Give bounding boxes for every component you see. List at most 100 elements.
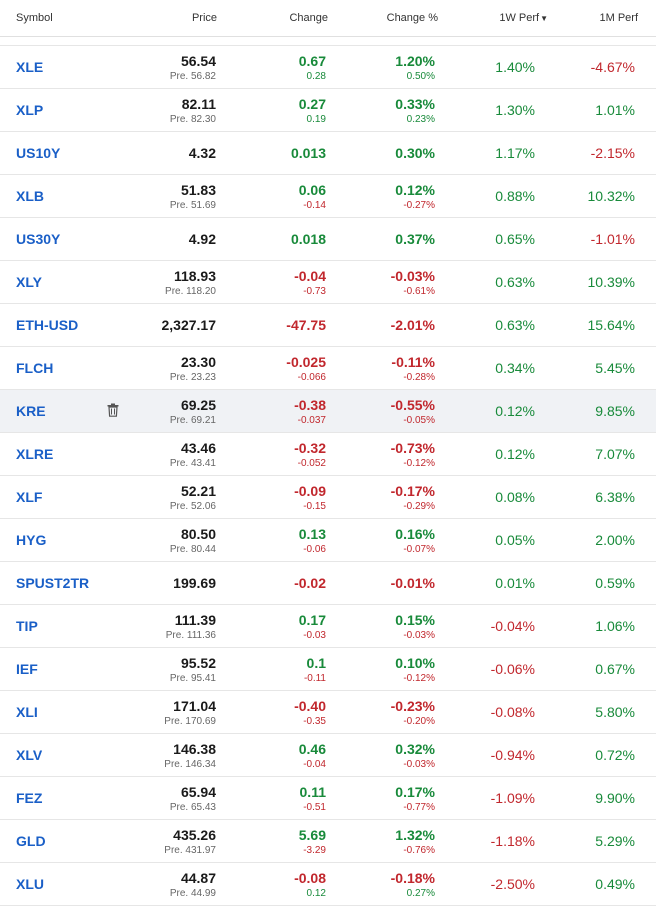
price-cell-sub: Pre. 95.41 bbox=[169, 673, 216, 684]
table-row[interactable]: XLP 82.11 Pre. 82.30 0.27 0.19 0.33% 0.23% 1.30… bbox=[0, 89, 656, 132]
change-pct-cell-value: 0.15% bbox=[395, 612, 435, 628]
table-row[interactable]: XLU 44.87 Pre. 44.99 -0.08 0.12 -0.18% 0.27% -2… bbox=[0, 863, 656, 906]
perf-1w-cell: 1.30% bbox=[425, 89, 535, 131]
price-cell: 56.54 Pre. 56.82 bbox=[106, 46, 216, 88]
change-cell-value: 0.11 bbox=[299, 784, 326, 800]
table-row[interactable]: ETH-USD 2,327.17 -47.75 -2.01% 0.63% 15.64% bbox=[0, 304, 656, 347]
symbol-link[interactable]: SPUST2TR bbox=[16, 575, 90, 591]
change-cell-sub: -0.35 bbox=[303, 716, 326, 727]
symbol-link[interactable]: XLF bbox=[16, 489, 43, 505]
change-cell-value: 0.013 bbox=[290, 145, 326, 161]
symbol-link[interactable]: XLE bbox=[16, 59, 44, 75]
change-pct-cell-value: -0.18% bbox=[390, 870, 435, 886]
perf-1w-cell: -2.50% bbox=[425, 863, 535, 905]
change-cell: 0.11 -0.51 bbox=[216, 777, 326, 819]
table-row[interactable]: XLY 118.93 Pre. 118.20 -0.04 -0.73 -0.03% -0.6… bbox=[0, 261, 656, 304]
table-row[interactable]: XLB 51.83 Pre. 51.69 0.06 -0.14 0.12% -0.27% 0.… bbox=[0, 175, 656, 218]
change-pct-cell-value: 0.33% bbox=[395, 96, 435, 112]
symbol-link[interactable]: HYG bbox=[16, 532, 47, 548]
perf-1m-cell: 2.00% bbox=[525, 519, 635, 561]
header-symbol[interactable]: Symbol bbox=[16, 12, 53, 24]
symbol-link[interactable]: US30Y bbox=[16, 231, 61, 247]
change-pct-cell: 1.20% 0.50% bbox=[325, 46, 435, 88]
symbol-link[interactable]: ETH-USD bbox=[16, 317, 79, 333]
change-cell-value: 0.06 bbox=[298, 182, 326, 198]
table-row[interactable]: FEZ 65.94 Pre. 65.43 0.11 -0.51 0.17% -0.77% -1… bbox=[0, 777, 656, 820]
change-pct-cell-value: 1.32% bbox=[395, 827, 435, 843]
symbol-link[interactable]: XLV bbox=[16, 747, 43, 763]
perf-1w-cell: 0.12% bbox=[425, 433, 535, 475]
change-cell-value: 0.018 bbox=[290, 231, 326, 247]
symbol-link[interactable]: XLB bbox=[16, 188, 44, 204]
perf-1m-cell: 5.80% bbox=[525, 691, 635, 733]
symbol-link[interactable]: TIP bbox=[16, 618, 38, 634]
symbol-link[interactable]: IEF bbox=[16, 661, 38, 677]
perf-1m-cell: 0.72% bbox=[525, 734, 635, 776]
table-row[interactable]: XLV 146.38 Pre. 146.34 0.46 -0.04 0.32% -0.03%… bbox=[0, 734, 656, 777]
perf-1w-cell-value: 0.63% bbox=[495, 317, 535, 333]
price-cell-value: 2,327.17 bbox=[161, 317, 217, 333]
symbol-link[interactable]: US10Y bbox=[16, 145, 61, 161]
change-cell-value: 0.17 bbox=[298, 612, 326, 628]
symbol-link[interactable]: XLI bbox=[16, 704, 38, 720]
table-row[interactable]: GLD 435.26 Pre. 431.97 5.69 -3.29 1.32% -0.76%… bbox=[0, 820, 656, 863]
table-row[interactable]: XLRE 43.46 Pre. 43.41 -0.32 -0.052 -0.73% -0.1… bbox=[0, 433, 656, 476]
perf-1w-cell-value: -0.94% bbox=[490, 747, 535, 763]
header-change[interactable]: Change bbox=[289, 12, 328, 24]
symbol-link[interactable]: FEZ bbox=[16, 790, 43, 806]
symbol-link[interactable]: XLP bbox=[16, 102, 44, 118]
change-cell-value: -0.02 bbox=[294, 575, 326, 591]
change-pct-cell-sub: -0.07% bbox=[403, 544, 435, 555]
change-pct-cell-sub: -0.27% bbox=[403, 200, 435, 211]
header-change-pct[interactable]: Change % bbox=[386, 12, 438, 24]
change-pct-cell-value: -0.73% bbox=[390, 440, 435, 456]
price-cell-sub: Pre. 118.20 bbox=[165, 286, 216, 297]
table-row[interactable]: US10Y 4.32 0.013 0.30% 1.17% -2.15% bbox=[0, 132, 656, 175]
sort-desc-icon: ▼ bbox=[540, 14, 548, 23]
table-row[interactable]: SPUST2TR 199.69 -0.02 -0.01% 0.01% 0.59% bbox=[0, 562, 656, 605]
change-pct-cell-sub: 0.27% bbox=[406, 888, 435, 899]
change-cell: 0.46 -0.04 bbox=[216, 734, 326, 776]
header-1w-perf[interactable]: 1W Perf▼ bbox=[499, 12, 548, 24]
perf-1m-cell: 5.45% bbox=[525, 347, 635, 389]
symbol-link[interactable]: XLRE bbox=[16, 446, 54, 462]
table-row[interactable]: US30Y 4.92 0.018 0.37% 0.65% -1.01% bbox=[0, 218, 656, 261]
symbol-link[interactable]: XLY bbox=[16, 274, 42, 290]
price-cell: 69.25 Pre. 69.21 bbox=[106, 390, 216, 432]
change-cell-value: 0.46 bbox=[298, 741, 326, 757]
table-row[interactable]: XLI 171.04 Pre. 170.69 -0.40 -0.35 -0.23% -0.2… bbox=[0, 691, 656, 734]
header-1m-perf[interactable]: 1M Perf bbox=[599, 12, 638, 24]
table-row[interactable]: HYG 80.50 Pre. 80.44 0.13 -0.06 0.16% -0.07% 0.… bbox=[0, 519, 656, 562]
change-pct-cell-value: -0.55% bbox=[390, 397, 435, 413]
symbol-link[interactable]: FLCH bbox=[16, 360, 54, 376]
price-cell: 23.30 Pre. 23.23 bbox=[106, 347, 216, 389]
price-cell-value: 118.93 bbox=[173, 268, 216, 284]
table-row[interactable]: IEF 95.52 Pre. 95.41 0.1 -0.11 0.10% -0.12% -0.… bbox=[0, 648, 656, 691]
perf-1w-cell: 0.88% bbox=[425, 175, 535, 217]
change-cell-sub: -0.03 bbox=[303, 630, 326, 641]
change-cell-sub: -0.15 bbox=[303, 501, 326, 512]
perf-1m-cell: 10.39% bbox=[525, 261, 635, 303]
header-price[interactable]: Price bbox=[191, 12, 217, 24]
perf-1m-cell-value: 10.39% bbox=[587, 274, 635, 290]
table-row[interactable]: XLF 52.21 Pre. 52.06 -0.09 -0.15 -0.17% -0.29%… bbox=[0, 476, 656, 519]
table-row[interactable]: FLCH 23.30 Pre. 23.23 -0.025 -0.066 -0.11% -0.… bbox=[0, 347, 656, 390]
change-pct-cell: 0.10% -0.12% bbox=[325, 648, 435, 690]
symbol-link[interactable]: GLD bbox=[16, 833, 46, 849]
table-row[interactable]: TIP 111.39 Pre. 111.36 0.17 -0.03 0.15% -0.03%… bbox=[0, 605, 656, 648]
symbol-link[interactable]: XLU bbox=[16, 876, 44, 892]
change-cell-value: -0.38 bbox=[294, 397, 326, 413]
table-row[interactable]: KRE 69.25 Pre. 69.21 -0.38 -0.037 -0.55% -0.05… bbox=[0, 390, 656, 433]
perf-1m-cell-value: 0.59% bbox=[595, 575, 635, 591]
perf-1w-cell-value: 0.01% bbox=[495, 575, 535, 591]
perf-1w-cell-value: -0.04% bbox=[490, 618, 535, 634]
price-cell-value: 435.26 bbox=[173, 827, 216, 843]
symbol-link[interactable]: KRE bbox=[16, 403, 46, 419]
table-row[interactable]: XLE 56.54 Pre. 56.82 0.67 0.28 1.20% 0.50% 1.40… bbox=[0, 46, 656, 89]
change-pct-cell: 1.32% -0.76% bbox=[325, 820, 435, 862]
perf-1m-cell-value: 9.90% bbox=[595, 790, 635, 806]
change-pct-cell-sub: 0.50% bbox=[406, 71, 435, 82]
perf-1w-cell-value: 0.05% bbox=[495, 532, 535, 548]
trash-icon[interactable] bbox=[107, 403, 121, 419]
change-pct-cell: 0.37% bbox=[325, 218, 435, 260]
